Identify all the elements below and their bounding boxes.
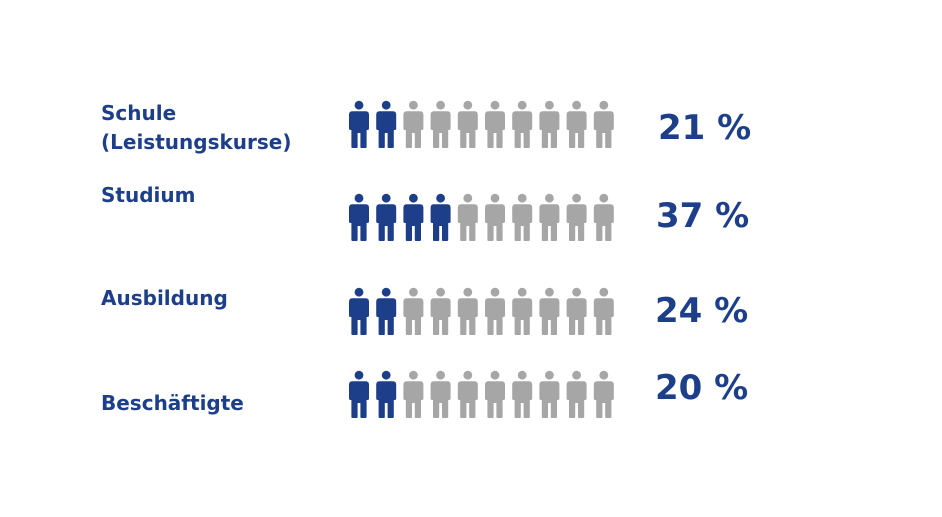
- row-label-line: (Leistungskurse): [101, 130, 292, 154]
- person-icon-empty: [593, 193, 614, 241]
- person-icon-filled: [376, 193, 397, 241]
- person-icon-empty: [485, 193, 505, 241]
- person-icon-empty: [512, 100, 533, 148]
- person-icon-empty: [485, 100, 505, 148]
- person-icon-filled: [349, 287, 369, 335]
- person-icon-filled: [349, 193, 369, 241]
- person-icon-filled: [376, 370, 397, 418]
- person-icon-empty: [457, 100, 478, 148]
- person-icon-empty: [512, 370, 533, 418]
- person-icon-empty: [566, 370, 587, 418]
- person-icon-empty: [403, 287, 424, 335]
- person-icon-empty: [457, 193, 478, 241]
- value-label-studium: 37 %: [656, 196, 750, 236]
- person-icon-filled: [403, 193, 424, 241]
- row-label-studium: Studium: [101, 183, 196, 207]
- value-label-ausbildung: 24 %: [655, 291, 749, 331]
- row-label-schule: Schule (Leistungskurse): [101, 99, 291, 157]
- person-icon-empty: [539, 193, 560, 241]
- person-icon-filled: [376, 100, 397, 148]
- person-icon-empty: [457, 287, 478, 335]
- person-icon-filled: [430, 193, 451, 241]
- person-icon-empty: [512, 287, 533, 335]
- row-label-ausbildung: Ausbildung: [101, 286, 228, 310]
- person-icon-empty: [457, 370, 478, 418]
- person-icon-empty: [566, 193, 587, 241]
- value-label-schule: 21 %: [658, 108, 752, 148]
- row-label-line: Schule: [101, 101, 177, 125]
- icon-row-beschaeftigte: [349, 370, 614, 418]
- person-icon-empty: [485, 287, 505, 335]
- row-label-beschaeftigte: Beschäftigte: [101, 391, 244, 415]
- icon-row-schule: [349, 100, 614, 148]
- person-icon-empty: [566, 100, 587, 148]
- person-icon-filled: [349, 370, 369, 418]
- person-icon-empty: [593, 287, 614, 335]
- value-label-beschaeftigte: 20 %: [655, 368, 749, 408]
- person-icon-empty: [430, 287, 451, 335]
- person-icon-empty: [403, 100, 424, 148]
- person-icon-empty: [539, 287, 560, 335]
- person-icon-empty: [430, 100, 451, 148]
- person-icon-empty: [566, 287, 587, 335]
- person-icon-empty: [430, 370, 451, 418]
- person-icon-empty: [403, 370, 424, 418]
- person-icon-empty: [485, 370, 505, 418]
- icon-row-ausbildung: [349, 287, 614, 335]
- person-icon-empty: [539, 100, 560, 148]
- person-icon-filled: [349, 100, 369, 148]
- person-icon-empty: [593, 370, 614, 418]
- person-icon-filled: [376, 287, 397, 335]
- person-icon-empty: [539, 370, 560, 418]
- person-icon-empty: [512, 193, 533, 241]
- icon-row-studium: [349, 193, 614, 241]
- person-icon-empty: [593, 100, 614, 148]
